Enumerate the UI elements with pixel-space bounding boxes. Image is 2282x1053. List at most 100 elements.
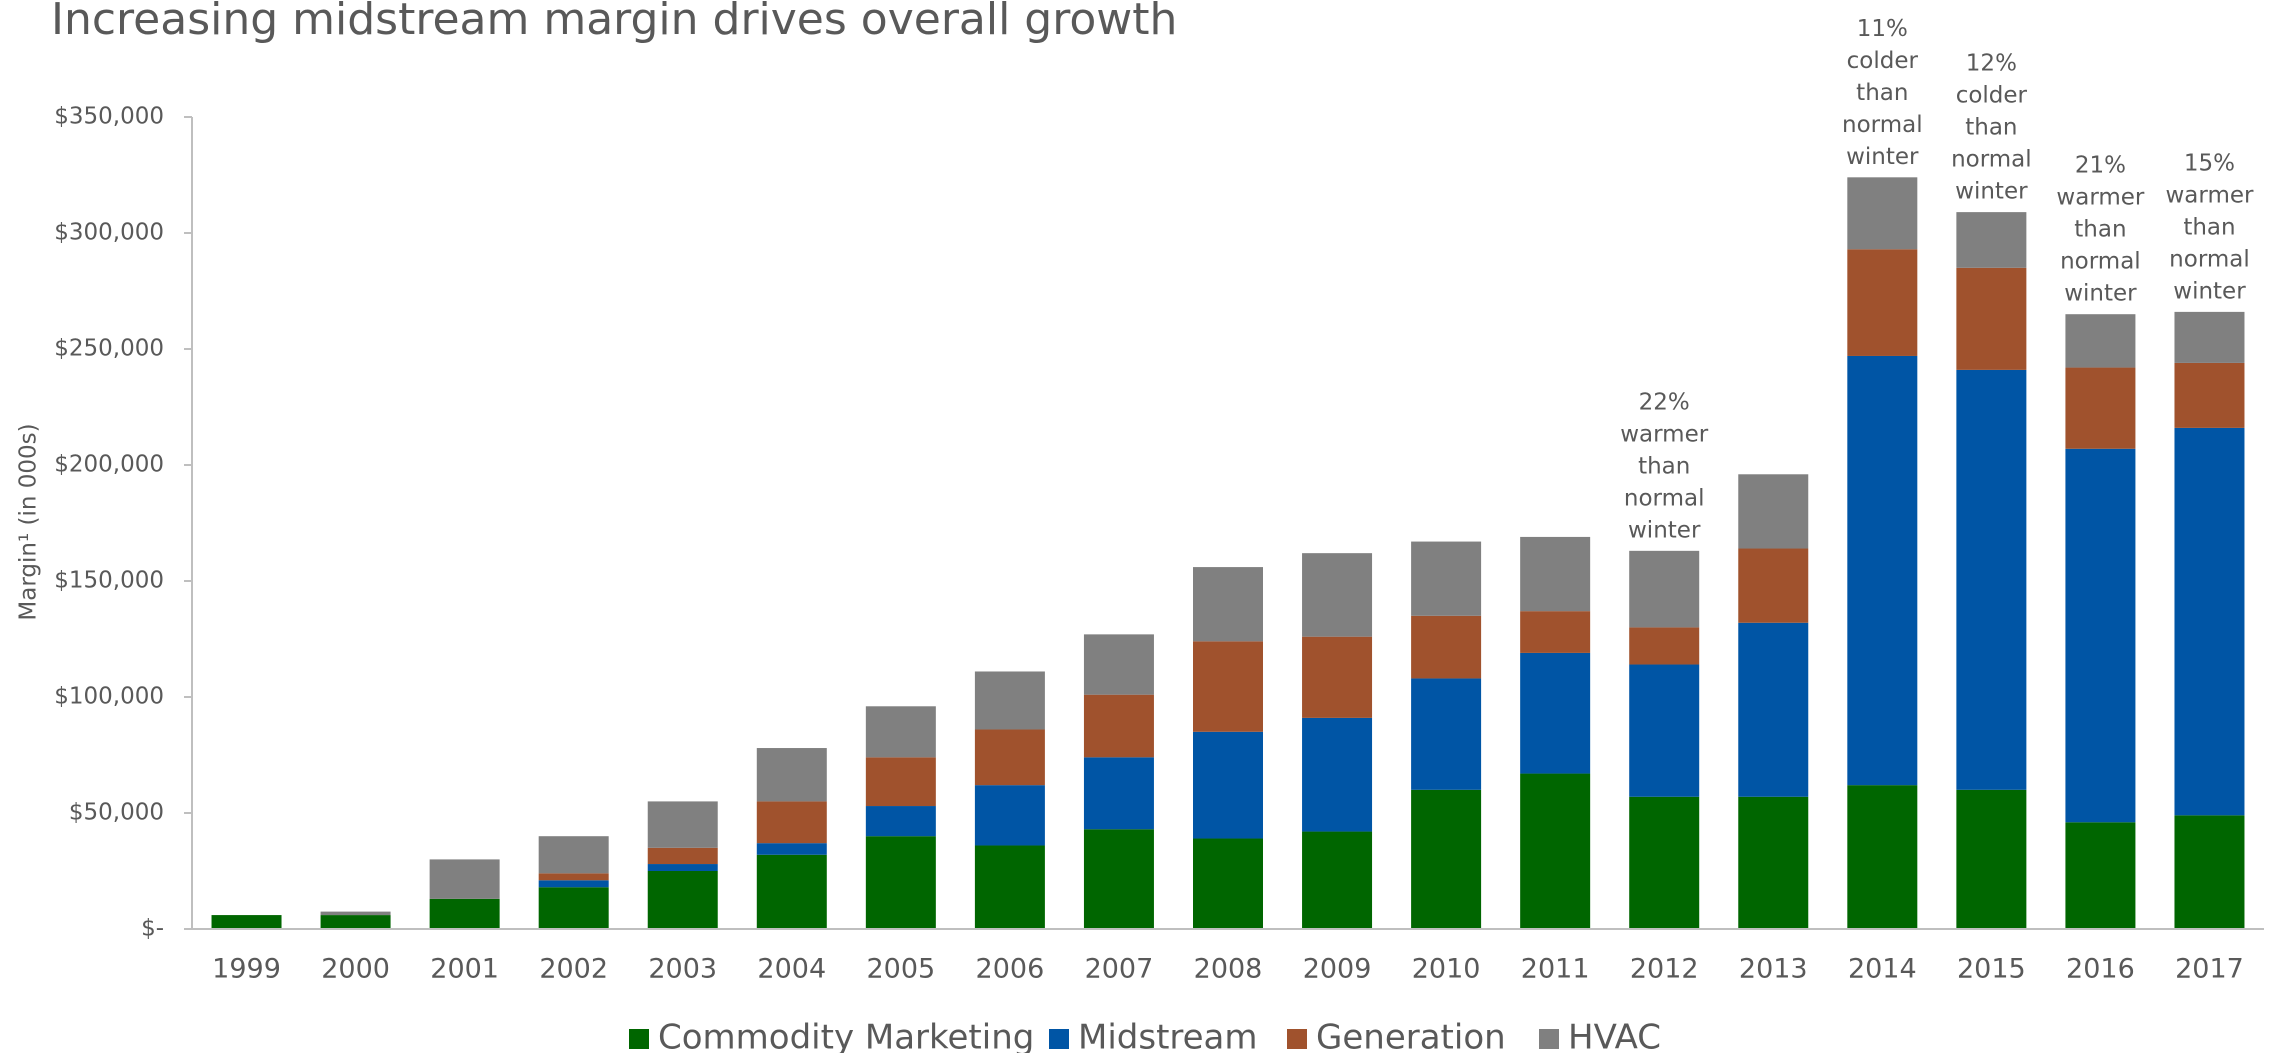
annotation: than bbox=[2183, 214, 2235, 240]
x-tick-label: 2016 bbox=[2066, 954, 2135, 985]
annotation: winter bbox=[2173, 278, 2246, 304]
legend-label: Generation bbox=[1316, 1018, 1506, 1053]
annotation: than bbox=[1856, 80, 1908, 106]
bar-segment bbox=[429, 859, 500, 899]
y-tick-label: $150,000 bbox=[54, 568, 164, 594]
y-tick-label: $50,000 bbox=[69, 800, 164, 826]
bar-segment bbox=[1738, 474, 1809, 549]
annotation: warmer bbox=[2165, 182, 2254, 208]
bar-segment bbox=[320, 911, 391, 916]
x-tick-label: 2006 bbox=[976, 954, 1045, 985]
annotation: 21% bbox=[2075, 153, 2126, 179]
bar-segment bbox=[429, 898, 500, 929]
annotation: 11% bbox=[1857, 16, 1908, 42]
legend-swatch bbox=[1287, 1029, 1307, 1049]
bar-segment bbox=[2174, 311, 2245, 363]
x-tick-label: 2007 bbox=[1085, 954, 1154, 985]
bar-segment bbox=[756, 801, 827, 844]
bar-segment bbox=[2174, 815, 2245, 929]
y-axis-label: Margin¹ (in 000s) bbox=[16, 423, 42, 620]
bar-segment bbox=[2065, 448, 2136, 823]
bar-segment bbox=[320, 915, 391, 929]
x-tick-label: 2009 bbox=[1303, 954, 1372, 985]
annotation: 12% bbox=[1966, 51, 2017, 77]
bar-segment bbox=[211, 915, 282, 929]
x-tick-label: 1999 bbox=[212, 954, 281, 985]
legend-label: HVAC bbox=[1568, 1018, 1661, 1053]
bar-segment bbox=[974, 729, 1045, 786]
chart-title: Increasing midstream margin drives overa… bbox=[51, 0, 1177, 45]
x-tick-label: 2003 bbox=[648, 954, 717, 985]
x-tick-label: 2010 bbox=[1412, 954, 1481, 985]
bar-segment bbox=[1411, 789, 1482, 929]
annotation: colder bbox=[1956, 83, 2028, 109]
bar-segment bbox=[1302, 553, 1373, 637]
annotation: warmer bbox=[1620, 421, 1709, 447]
annotation: normal bbox=[1951, 147, 2032, 173]
bar-segment bbox=[1411, 678, 1482, 790]
bar-segment bbox=[538, 836, 609, 874]
y-tick-label: $350,000 bbox=[54, 104, 164, 130]
bar-segment bbox=[1302, 831, 1373, 929]
bar-segment bbox=[1847, 177, 1918, 250]
annotation: normal bbox=[1624, 485, 1705, 511]
annotation: than bbox=[1965, 115, 2017, 141]
x-tick-label: 2004 bbox=[757, 954, 826, 985]
bar-segment bbox=[1847, 785, 1918, 929]
bar-segment bbox=[647, 801, 718, 848]
bar-segment bbox=[974, 785, 1045, 846]
bar-segment bbox=[647, 847, 718, 865]
bar-segment bbox=[1520, 652, 1591, 774]
y-tick-label: $250,000 bbox=[54, 336, 164, 362]
bar-segment bbox=[1193, 838, 1263, 929]
bar-segment bbox=[974, 845, 1045, 929]
bar-segment bbox=[756, 748, 827, 802]
legend-swatch bbox=[629, 1029, 649, 1049]
annotation: winter bbox=[1955, 179, 2028, 205]
legend-label: Commodity Marketing bbox=[658, 1018, 1034, 1053]
bar-segment bbox=[1520, 536, 1591, 612]
annotation: than bbox=[1638, 453, 1690, 479]
bar-segment bbox=[647, 871, 718, 929]
bar-segment bbox=[538, 873, 609, 881]
bar-segment bbox=[1411, 615, 1482, 679]
bar-segment bbox=[1302, 636, 1373, 718]
y-tick-label: $200,000 bbox=[54, 452, 164, 478]
bar-segment bbox=[2174, 427, 2245, 816]
bar-segment bbox=[865, 806, 936, 837]
bar-segment bbox=[1847, 249, 1918, 356]
bar-segment bbox=[1520, 611, 1591, 653]
bar-segment bbox=[1193, 731, 1263, 839]
x-tick-label: 2013 bbox=[1739, 954, 1808, 985]
bar-segment bbox=[1629, 664, 1700, 797]
bar-segment bbox=[2065, 822, 2136, 929]
bar-segment bbox=[1083, 829, 1154, 929]
bar-segment bbox=[538, 887, 609, 929]
bar-segment bbox=[538, 880, 609, 888]
bar-segment bbox=[1083, 694, 1154, 758]
bar-segment bbox=[1083, 634, 1154, 695]
bar-segment bbox=[1629, 627, 1700, 665]
y-tick-label: $300,000 bbox=[54, 220, 164, 246]
bar-segment bbox=[1083, 757, 1154, 830]
bar-segment bbox=[865, 836, 936, 929]
x-tick-label: 2011 bbox=[1521, 954, 1590, 985]
legend-swatch bbox=[1049, 1029, 1069, 1049]
annotation: 22% bbox=[1639, 389, 1690, 415]
bar-segment bbox=[756, 843, 827, 855]
bar-segment bbox=[1629, 550, 1700, 628]
y-tick-label: $100,000 bbox=[54, 684, 164, 710]
y-tick-label: $- bbox=[141, 916, 164, 942]
bar-segment bbox=[1193, 567, 1263, 642]
annotation: winter bbox=[1846, 144, 1919, 170]
legend-label: Midstream bbox=[1078, 1018, 1258, 1053]
annotation: winter bbox=[1628, 517, 1701, 543]
bar-segment bbox=[865, 706, 936, 758]
annotation: winter bbox=[2064, 281, 2137, 307]
annotation: warmer bbox=[2056, 185, 2145, 211]
bar-segment bbox=[1956, 267, 2027, 370]
bar-segment bbox=[2065, 367, 2136, 449]
annotation: normal bbox=[1842, 112, 1923, 138]
bar-segment bbox=[1956, 789, 2027, 929]
bar-segment bbox=[1411, 541, 1482, 616]
